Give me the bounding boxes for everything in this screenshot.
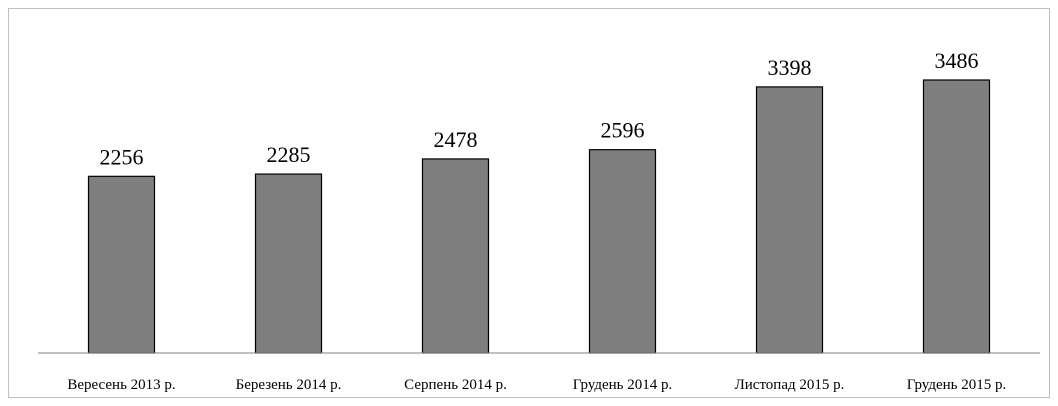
x-tick-label: Серпень 2014 р. xyxy=(404,377,507,393)
data-label: 3486 xyxy=(935,48,979,73)
bar xyxy=(922,79,991,354)
x-tick-label: Вересень 2013 р. xyxy=(67,377,175,393)
bar xyxy=(421,158,490,354)
bar xyxy=(87,175,156,354)
data-label: 2596 xyxy=(601,118,645,143)
bar xyxy=(254,173,323,354)
data-label: 3398 xyxy=(768,55,812,80)
x-tick-label: Грудень 2014 р. xyxy=(573,377,673,393)
bar xyxy=(755,86,824,354)
bar xyxy=(588,149,657,354)
data-label: 2285 xyxy=(267,142,311,167)
x-tick-label: Грудень 2015 р. xyxy=(907,377,1007,393)
chart-frame xyxy=(8,8,1050,398)
data-label: 2478 xyxy=(434,127,478,152)
x-tick-label: Листопад 2015 р. xyxy=(735,377,845,393)
x-tick-label: Березень 2014 р. xyxy=(236,377,342,393)
data-label: 2256 xyxy=(100,144,144,169)
